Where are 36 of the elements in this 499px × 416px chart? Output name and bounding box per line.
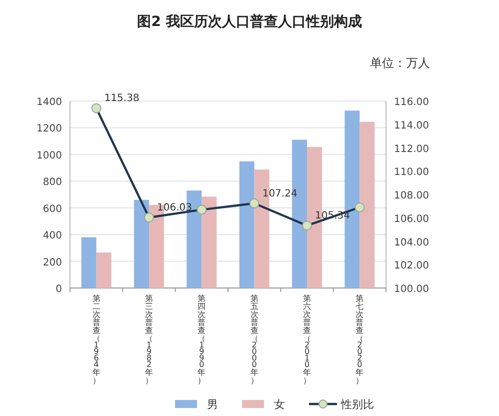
bar [81, 237, 96, 288]
y2-tick-label: 112.00 [394, 144, 429, 155]
bar [96, 252, 112, 288]
y2-tick-label: 114.00 [394, 120, 429, 132]
y-tick-label: 0 [56, 284, 62, 295]
legend-label: 男 [207, 398, 218, 411]
chart-title: 图2 我区历次人口普查人口性别构成 [137, 13, 362, 30]
y-tick-label: 1200 [36, 124, 62, 135]
category-label: 第四次普查（1990年） [198, 294, 206, 385]
y2-tick-label: 100.00 [394, 284, 429, 295]
y-tick-label: 1400 [36, 97, 62, 108]
data-label: 115.38 [104, 93, 140, 104]
text: 单位：万人 [370, 56, 430, 70]
y-tick-label: 1000 [36, 150, 62, 162]
bar [202, 196, 217, 288]
category-label: 第二次普查（1964年） [92, 294, 100, 385]
category-label: 第三次普查（1982年） [145, 294, 153, 385]
y-tick-label: 200 [42, 257, 62, 268]
category-label: 第七次普查（2020年） [356, 294, 364, 385]
y-tick-label: 800 [42, 177, 62, 188]
y2-tick-label: 106.00 [394, 214, 429, 225]
category-label: 第六次普查（2010年） [303, 294, 311, 385]
y2-tick-label: 116.00 [394, 97, 429, 108]
y-tick-label: 600 [42, 204, 62, 215]
category-label: 第五次普查（2000年） [250, 294, 258, 385]
y2-tick-label: 104.00 [394, 237, 429, 248]
legend-label: 女 [274, 398, 285, 411]
bar [239, 161, 254, 288]
y-tick-label: 400 [42, 230, 62, 242]
y2-tick-label: 102.00 [394, 260, 429, 272]
data-label: 106.03 [157, 202, 192, 214]
y2-tick-label: 108.00 [394, 190, 429, 202]
bar [134, 200, 149, 288]
legend-label: 性别比 [340, 398, 374, 411]
y2-tick-label: 110.00 [394, 167, 429, 178]
bar [360, 122, 375, 288]
